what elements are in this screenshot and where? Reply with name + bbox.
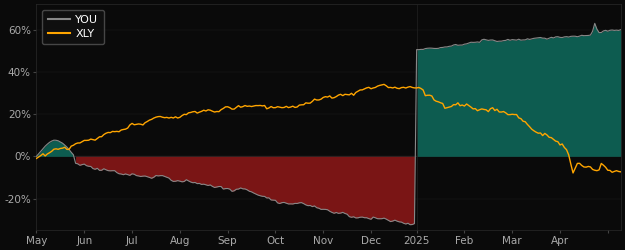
Legend: YOU, XLY: YOU, XLY <box>42 10 104 44</box>
